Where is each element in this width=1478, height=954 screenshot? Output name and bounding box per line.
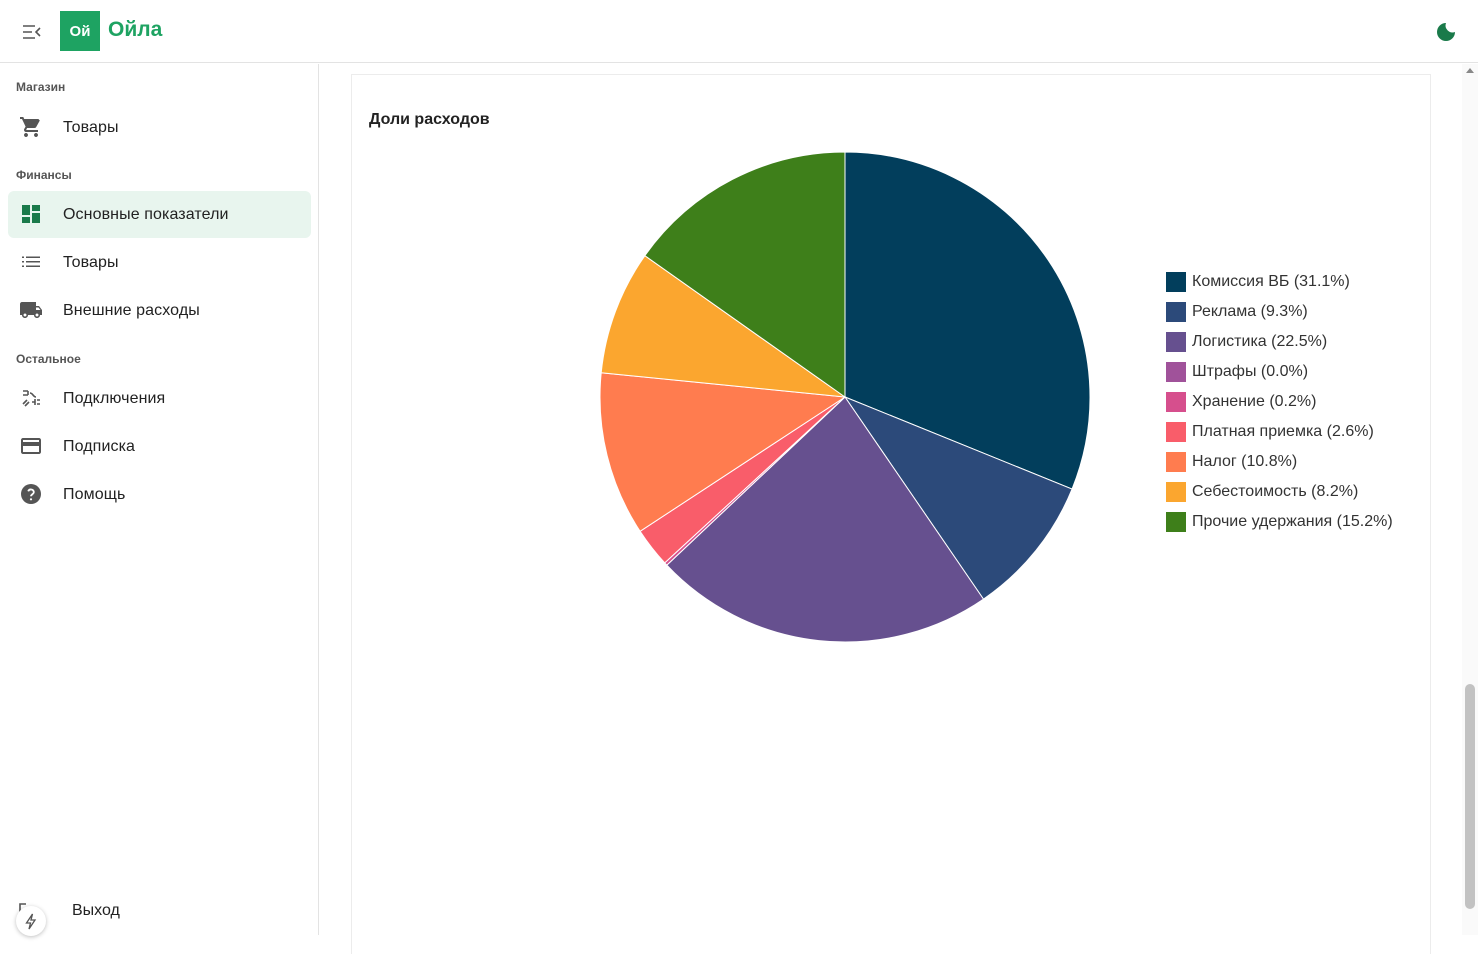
- expenses-pie-chart: [599, 151, 1091, 643]
- scroll-up-arrow-icon[interactable]: [1466, 68, 1474, 73]
- list-icon: [19, 250, 43, 274]
- credit-card-icon: [19, 434, 43, 458]
- bolt-icon: [25, 913, 37, 930]
- sidebar-item-subscription[interactable]: Подписка: [8, 423, 311, 470]
- legend-label: Себестоимость (8.2%): [1192, 483, 1359, 500]
- sidebar-item-label: Подключения: [63, 389, 166, 407]
- legend-item[interactable]: Платная приемка (2.6%): [1166, 417, 1393, 447]
- help-icon: [19, 482, 43, 506]
- pie-slice-1[interactable]: [843, 395, 1073, 600]
- card-title: Доли расходов: [369, 111, 490, 128]
- sidebar-item-dashboard[interactable]: Основные показатели: [8, 191, 311, 238]
- cart-icon: [19, 115, 43, 139]
- logo[interactable]: Ой: [60, 11, 100, 51]
- legend-label: Штрафы (0.0%): [1192, 363, 1309, 380]
- legend-label: Хранение (0.2%): [1192, 393, 1317, 410]
- chart-legend: Комиссия ВБ (31.1%) Реклама (9.3%) Логисти…: [1166, 267, 1393, 537]
- legend-swatch: [1166, 302, 1186, 322]
- legend-item[interactable]: Логистика (22.5%): [1166, 327, 1393, 357]
- sidebar-item-label: Основные показатели: [63, 205, 229, 223]
- vertical-scrollbar[interactable]: [1462, 64, 1478, 935]
- sidebar-item-label: Подписка: [63, 437, 136, 455]
- legend-item[interactable]: Хранение (0.2%): [1166, 387, 1393, 417]
- legend-swatch: [1166, 272, 1186, 292]
- legend-label: Логистика (22.5%): [1192, 333, 1328, 350]
- top-bar: Ой Ойла: [0, 0, 1478, 63]
- legend-swatch: [1166, 482, 1186, 502]
- legend-label: Комиссия ВБ (31.1%): [1192, 273, 1350, 290]
- pie-slice-6[interactable]: [599, 372, 847, 533]
- plug-icon: [19, 386, 43, 410]
- sidebar-item-label: Помощь: [63, 485, 126, 503]
- section-title-other: Остальное: [16, 352, 81, 366]
- logout-button[interactable]: Выход: [8, 888, 311, 935]
- legend-swatch: [1166, 392, 1186, 412]
- sidebar-item-products[interactable]: Товары: [8, 104, 311, 151]
- legend-item[interactable]: Реклама (9.3%): [1166, 297, 1393, 327]
- legend-label: Прочие удержания (15.2%): [1192, 513, 1393, 530]
- legend-item[interactable]: Штрафы (0.0%): [1166, 357, 1393, 387]
- logo-text: Ой: [69, 22, 91, 40]
- pie-slice-8[interactable]: [644, 151, 846, 398]
- main-content: Доли расходов Комиссия ВБ (31.1%) Реклама…: [320, 64, 1462, 954]
- legend-item[interactable]: Налог (10.8%): [1166, 447, 1393, 477]
- quick-action-button[interactable]: [16, 906, 46, 936]
- sidebar-item-connections[interactable]: Подключения: [8, 375, 311, 422]
- logout-label: Выход: [72, 902, 120, 919]
- legend-swatch: [1166, 362, 1186, 382]
- section-title-store: Магазин: [16, 80, 66, 94]
- sidebar-item-label: Внешние расходы: [63, 301, 200, 319]
- legend-item[interactable]: Себестоимость (8.2%): [1166, 477, 1393, 507]
- section-title-finance: Финансы: [16, 168, 72, 182]
- expenses-share-card: Доли расходов Комиссия ВБ (31.1%) Реклама…: [351, 74, 1431, 954]
- sidebar-item-help[interactable]: Помощь: [8, 471, 311, 518]
- legend-label: Платная приемка (2.6%): [1192, 423, 1374, 440]
- legend-swatch: [1166, 422, 1186, 442]
- legend-label: Реклама (9.3%): [1192, 303, 1308, 320]
- legend-item[interactable]: Комиссия ВБ (31.1%): [1166, 267, 1393, 297]
- brand-name[interactable]: Ойла: [108, 18, 163, 41]
- pie-slice-7[interactable]: [600, 254, 847, 398]
- legend-swatch: [1166, 452, 1186, 472]
- sidebar: Магазин Товары Финансы Основные показате…: [0, 64, 319, 935]
- legend-item[interactable]: Прочие удержания (15.2%): [1166, 507, 1393, 537]
- legend-label: Налог (10.8%): [1192, 453, 1298, 470]
- dashboard-icon: [19, 202, 43, 226]
- sidebar-item-finance-products[interactable]: Товары: [8, 239, 311, 286]
- sidebar-item-external-expenses[interactable]: Внешние расходы: [8, 287, 311, 334]
- scroll-thumb[interactable]: [1465, 684, 1475, 909]
- pie-slice-2[interactable]: [666, 396, 985, 643]
- menu-collapse-icon[interactable]: [20, 20, 44, 44]
- legend-swatch: [1166, 332, 1186, 352]
- sidebar-item-label: Товары: [63, 118, 119, 136]
- legend-swatch: [1166, 512, 1186, 532]
- theme-toggle-moon-icon[interactable]: [1434, 20, 1458, 44]
- sidebar-item-label: Товары: [63, 253, 119, 271]
- pie-slice-0[interactable]: [844, 151, 1091, 490]
- truck-icon: [19, 298, 43, 322]
